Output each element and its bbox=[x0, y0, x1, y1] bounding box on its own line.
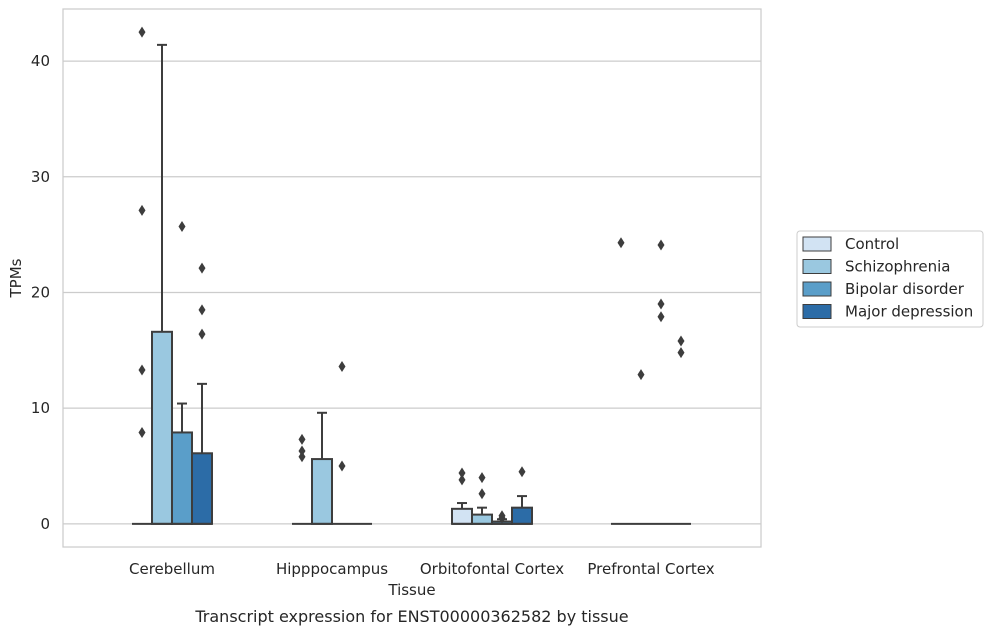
legend-swatch bbox=[802, 281, 832, 297]
outlier-point bbox=[458, 467, 466, 479]
outlier-point bbox=[338, 460, 346, 472]
chart-caption: Transcript expression for ENST0000036258… bbox=[194, 607, 628, 626]
outlier-point bbox=[338, 361, 346, 373]
outlier-point bbox=[178, 221, 186, 233]
box bbox=[151, 330, 173, 525]
box bbox=[511, 506, 533, 525]
outlier-point bbox=[138, 364, 146, 376]
outlier-point bbox=[458, 474, 466, 486]
box bbox=[471, 513, 493, 525]
outlier-point bbox=[138, 204, 146, 216]
y-tick-label: 10 bbox=[31, 399, 50, 417]
box bbox=[191, 452, 213, 525]
outlier-point bbox=[198, 262, 206, 274]
legend-label: Schizophrenia bbox=[845, 258, 950, 276]
x-tick-label: Orbitofontal Cortex bbox=[420, 560, 564, 578]
outlier-point bbox=[637, 369, 645, 381]
outlier-point bbox=[138, 426, 146, 438]
legend-label: Control bbox=[845, 235, 899, 253]
legend-swatch bbox=[802, 259, 832, 274]
y-tick-label: 0 bbox=[40, 515, 50, 533]
outlier-point bbox=[138, 26, 146, 38]
outlier-point bbox=[657, 239, 665, 251]
y-axis-ticks: 0 10 20 30 40 bbox=[31, 52, 50, 533]
plot-marks bbox=[132, 26, 691, 525]
x-tick-label: Hipppocampus bbox=[276, 560, 388, 578]
x-tick-label: Prefrontal Cortex bbox=[587, 560, 714, 578]
y-axis-label: TPMs bbox=[7, 258, 25, 298]
outlier-point bbox=[498, 510, 506, 522]
outlier-point bbox=[298, 445, 306, 457]
y-tick-label: 40 bbox=[31, 52, 50, 70]
outlier-point bbox=[518, 466, 526, 478]
outlier-point bbox=[657, 311, 665, 323]
x-axis-label: Tissue bbox=[387, 581, 435, 599]
legend: Control Schizophrenia Bipolar disorder Majo… bbox=[796, 230, 984, 328]
legend-swatch bbox=[802, 304, 832, 319]
box bbox=[451, 507, 473, 525]
outlier-point bbox=[298, 451, 306, 463]
y-tick-label: 20 bbox=[31, 283, 50, 301]
box bbox=[311, 458, 333, 525]
legend-label: Major depression bbox=[845, 303, 973, 321]
outlier-point bbox=[478, 488, 486, 500]
box bbox=[171, 431, 193, 525]
plot-frame bbox=[62, 8, 762, 548]
x-tick-label: Cerebellum bbox=[129, 560, 215, 578]
x-axis-ticks: Cerebellum Hipppocampus Orbitofontal Corte… bbox=[129, 560, 715, 578]
legend-swatch bbox=[802, 236, 832, 252]
legend-frame bbox=[796, 230, 984, 328]
outlier-point bbox=[198, 304, 206, 316]
outlier-point bbox=[677, 335, 685, 347]
legend-label: Bipolar disorder bbox=[845, 280, 965, 298]
outlier-point bbox=[677, 347, 685, 359]
y-tick-label: 30 bbox=[31, 168, 50, 186]
outlier-point bbox=[478, 472, 486, 484]
outlier-point bbox=[298, 433, 306, 445]
outlier-point bbox=[198, 328, 206, 340]
outlier-point bbox=[617, 237, 625, 249]
outlier-point bbox=[657, 298, 665, 310]
